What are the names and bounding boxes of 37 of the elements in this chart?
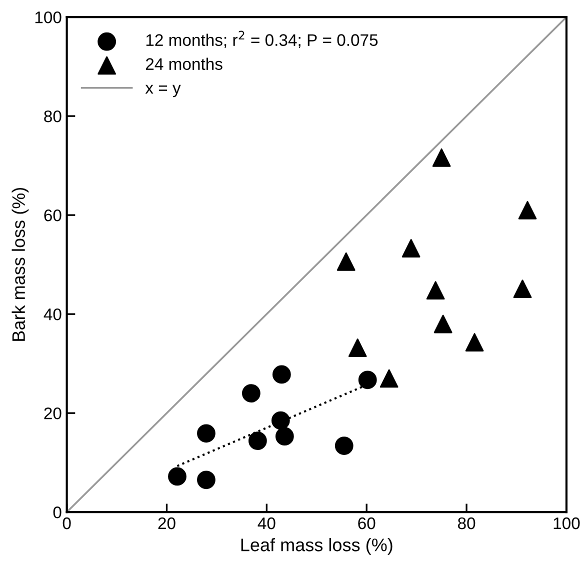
y-axis-title: Bark mass loss (%): [12, 188, 29, 341]
y-tick-label: 20: [44, 407, 62, 420]
point: [518, 200, 537, 220]
point: [513, 280, 532, 298]
legend-label: x = y: [145, 84, 181, 98]
y-tick-label: 100: [35, 11, 62, 24]
x-tick-label: 80: [458, 517, 476, 530]
legend-label: 12 months; r$^{2}$ = 0.34; P = 0.075: [146, 30, 378, 48]
point: [465, 333, 484, 352]
x-tick-label: 40: [258, 517, 276, 530]
point: [197, 470, 216, 490]
point: [248, 432, 267, 450]
point: [271, 411, 290, 430]
point: [434, 314, 452, 334]
point: [272, 365, 291, 384]
x-tick-label: 20: [158, 517, 176, 530]
x-tick-label: 100: [554, 517, 580, 530]
point: [348, 338, 367, 357]
x-tick-label: 0: [62, 517, 71, 530]
point: [432, 148, 451, 167]
y-tick-label: 60: [44, 209, 62, 222]
point: [402, 239, 420, 258]
point: [197, 424, 216, 443]
x-axis-title: Leaf mass loss (%): [241, 538, 392, 555]
point: [275, 427, 294, 446]
point: [336, 252, 356, 271]
legend-label: 24 months: [146, 58, 222, 70]
y-tick-label: 80: [44, 110, 62, 122]
point: [334, 436, 354, 455]
point: [380, 369, 398, 388]
point: [426, 281, 445, 300]
y-tick-label: 40: [44, 308, 62, 320]
point: [242, 384, 260, 402]
point: [168, 467, 186, 486]
x-tick-label: 60: [358, 517, 376, 530]
point: [358, 370, 377, 390]
y-tick-label: 0: [53, 506, 62, 518]
